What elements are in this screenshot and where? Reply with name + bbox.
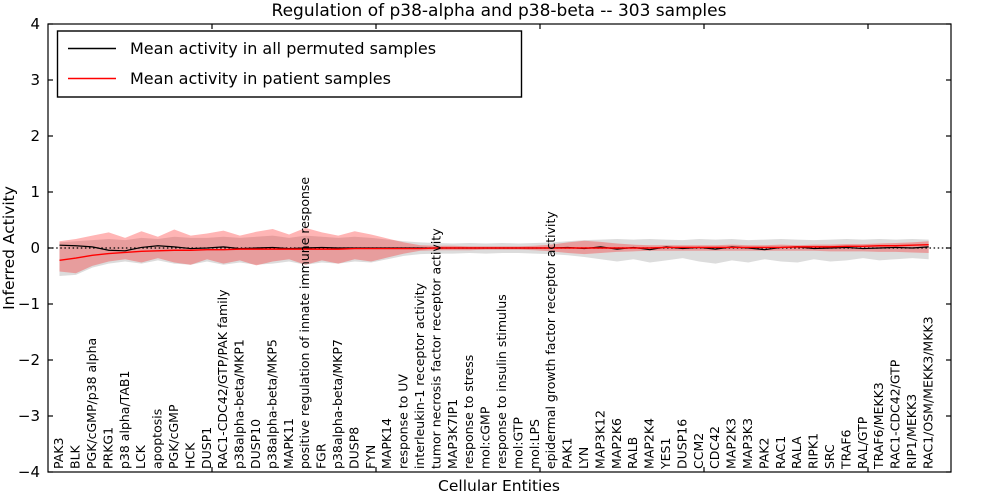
x-category-label: MAP3K12 — [592, 410, 607, 469]
x-category-label: p38 alpha/TAB1 — [117, 371, 132, 469]
x-category-label: mol:GTP — [510, 417, 525, 469]
x-category-label: PAK1 — [560, 438, 575, 469]
x-category-label: MAP2K3 — [724, 418, 739, 469]
chart-title: Regulation of p38-alpha and p38-beta -- … — [272, 1, 727, 21]
y-tick-label: 2 — [30, 127, 40, 145]
x-category-label: LCK — [133, 444, 148, 469]
x-category-label: MAP3K7IP1 — [445, 399, 460, 469]
x-category-label: TRAF6/MEKK3 — [871, 382, 886, 470]
x-category-label: RIP1/MEKK3 — [904, 394, 919, 469]
x-category-label: DUSP10 — [248, 419, 263, 469]
x-category-label: MAP3K3 — [740, 418, 755, 469]
legend-box — [56, 30, 523, 98]
y-tick-label: 0 — [30, 239, 40, 257]
x-category-label: CCM2 — [691, 433, 706, 469]
y-tick-label: 4 — [30, 15, 40, 33]
x-category-label: DUSP16 — [674, 419, 689, 469]
y-tick-label: −3 — [18, 407, 40, 425]
x-category-label: RAC1 — [773, 436, 788, 469]
x-category-label: HCK — [182, 442, 197, 469]
x-category-label: LYN — [576, 447, 591, 469]
x-category-label: p38alpha-beta/MKP7 — [330, 339, 345, 469]
y-tick-label: 1 — [30, 183, 40, 201]
x-category-label: mol:LPS — [527, 419, 542, 469]
y-tick-label: −1 — [18, 295, 40, 313]
x-category-label: p38alpha-beta/MKP1 — [232, 339, 247, 469]
y-tick-label: −2 — [18, 351, 40, 369]
x-category-label: response to stress — [461, 355, 476, 469]
legend: Mean activity in all permuted samples Me… — [56, 30, 523, 98]
x-category-label: positive regulation of innate immune res… — [297, 177, 312, 469]
x-category-label: mol:cGMP — [478, 406, 493, 469]
x-category-label: DUSP1 — [199, 427, 214, 469]
x-category-label: RALB — [625, 437, 640, 469]
legend-label-patient: Mean activity in patient samples — [130, 69, 391, 88]
x-category-label: tumor necrosis factor receptor activity — [428, 228, 443, 469]
x-category-label: MAP2K4 — [642, 418, 657, 469]
x-category-label: FGR — [314, 443, 329, 469]
x-category-label: MAPK14 — [379, 418, 394, 469]
x-category-label: RAL/GTP — [855, 416, 870, 469]
x-category-label: YES1 — [658, 438, 673, 470]
legend-label-permuted: Mean activity in all permuted samples — [130, 39, 436, 58]
x-category-label: RALA — [789, 436, 804, 469]
std-bands-layer — [59, 227, 929, 276]
x-category-label: MAPK11 — [281, 418, 296, 469]
x-category-label: response to insulin stimulus — [494, 294, 509, 469]
x-category-label: DUSP8 — [346, 427, 361, 469]
x-category-label: PAK3 — [51, 438, 66, 469]
x-category-label: RAC1/OSM/MEKK3/MKK3 — [920, 316, 935, 469]
x-category-label: apoptosis — [150, 409, 165, 469]
y-tick-label: −4 — [18, 463, 40, 481]
x-axis-label: Cellular Entities — [438, 477, 560, 495]
axis-ticks-layer — [48, 23, 951, 473]
x-category-label: TRAF6 — [838, 429, 853, 470]
y-tick-labels-layer: −4 −3 −2 −1 0 1 2 3 4 — [18, 15, 40, 481]
x-category-label: PRKG1 — [100, 427, 115, 469]
x-category-label: FYN — [363, 445, 378, 469]
permuted-samples-std-band — [59, 235, 929, 276]
x-category-label: PGK/cGMP — [166, 404, 181, 469]
x-category-label: RAC1-CDC42/GTP — [888, 359, 903, 469]
x-category-label: BLK — [68, 444, 83, 469]
x-category-label: p38alpha-beta/MKP5 — [264, 339, 279, 469]
x-category-label: epidermal growth factor receptor activit… — [543, 211, 558, 469]
x-category-label: PAK2 — [756, 438, 771, 469]
mean-lines-layer — [59, 243, 929, 262]
x-category-labels-layer: PAK3 BLK PGK/cGMP/p38 alpha PRKG1 p38 alpha/… — [51, 177, 935, 470]
x-category-label: RIPK1 — [806, 433, 821, 469]
x-category-label: SRC — [822, 444, 837, 469]
x-category-label: interleukin-1 receptor activity — [412, 282, 427, 469]
patient-samples-std-band — [59, 227, 929, 274]
x-category-label: CDC42 — [707, 426, 722, 469]
y-axis-label: Inferred Activity — [0, 186, 18, 310]
mean-line-1 — [59, 243, 929, 262]
x-category-label: response to UV — [396, 374, 411, 469]
x-category-label: PGK/cGMP/p38 alpha — [84, 338, 99, 469]
x-category-label: RAC1-CDC42/GTP/PAK family — [215, 289, 230, 469]
y-tick-label: 3 — [30, 71, 40, 89]
x-category-label: MAP2K6 — [609, 418, 624, 469]
